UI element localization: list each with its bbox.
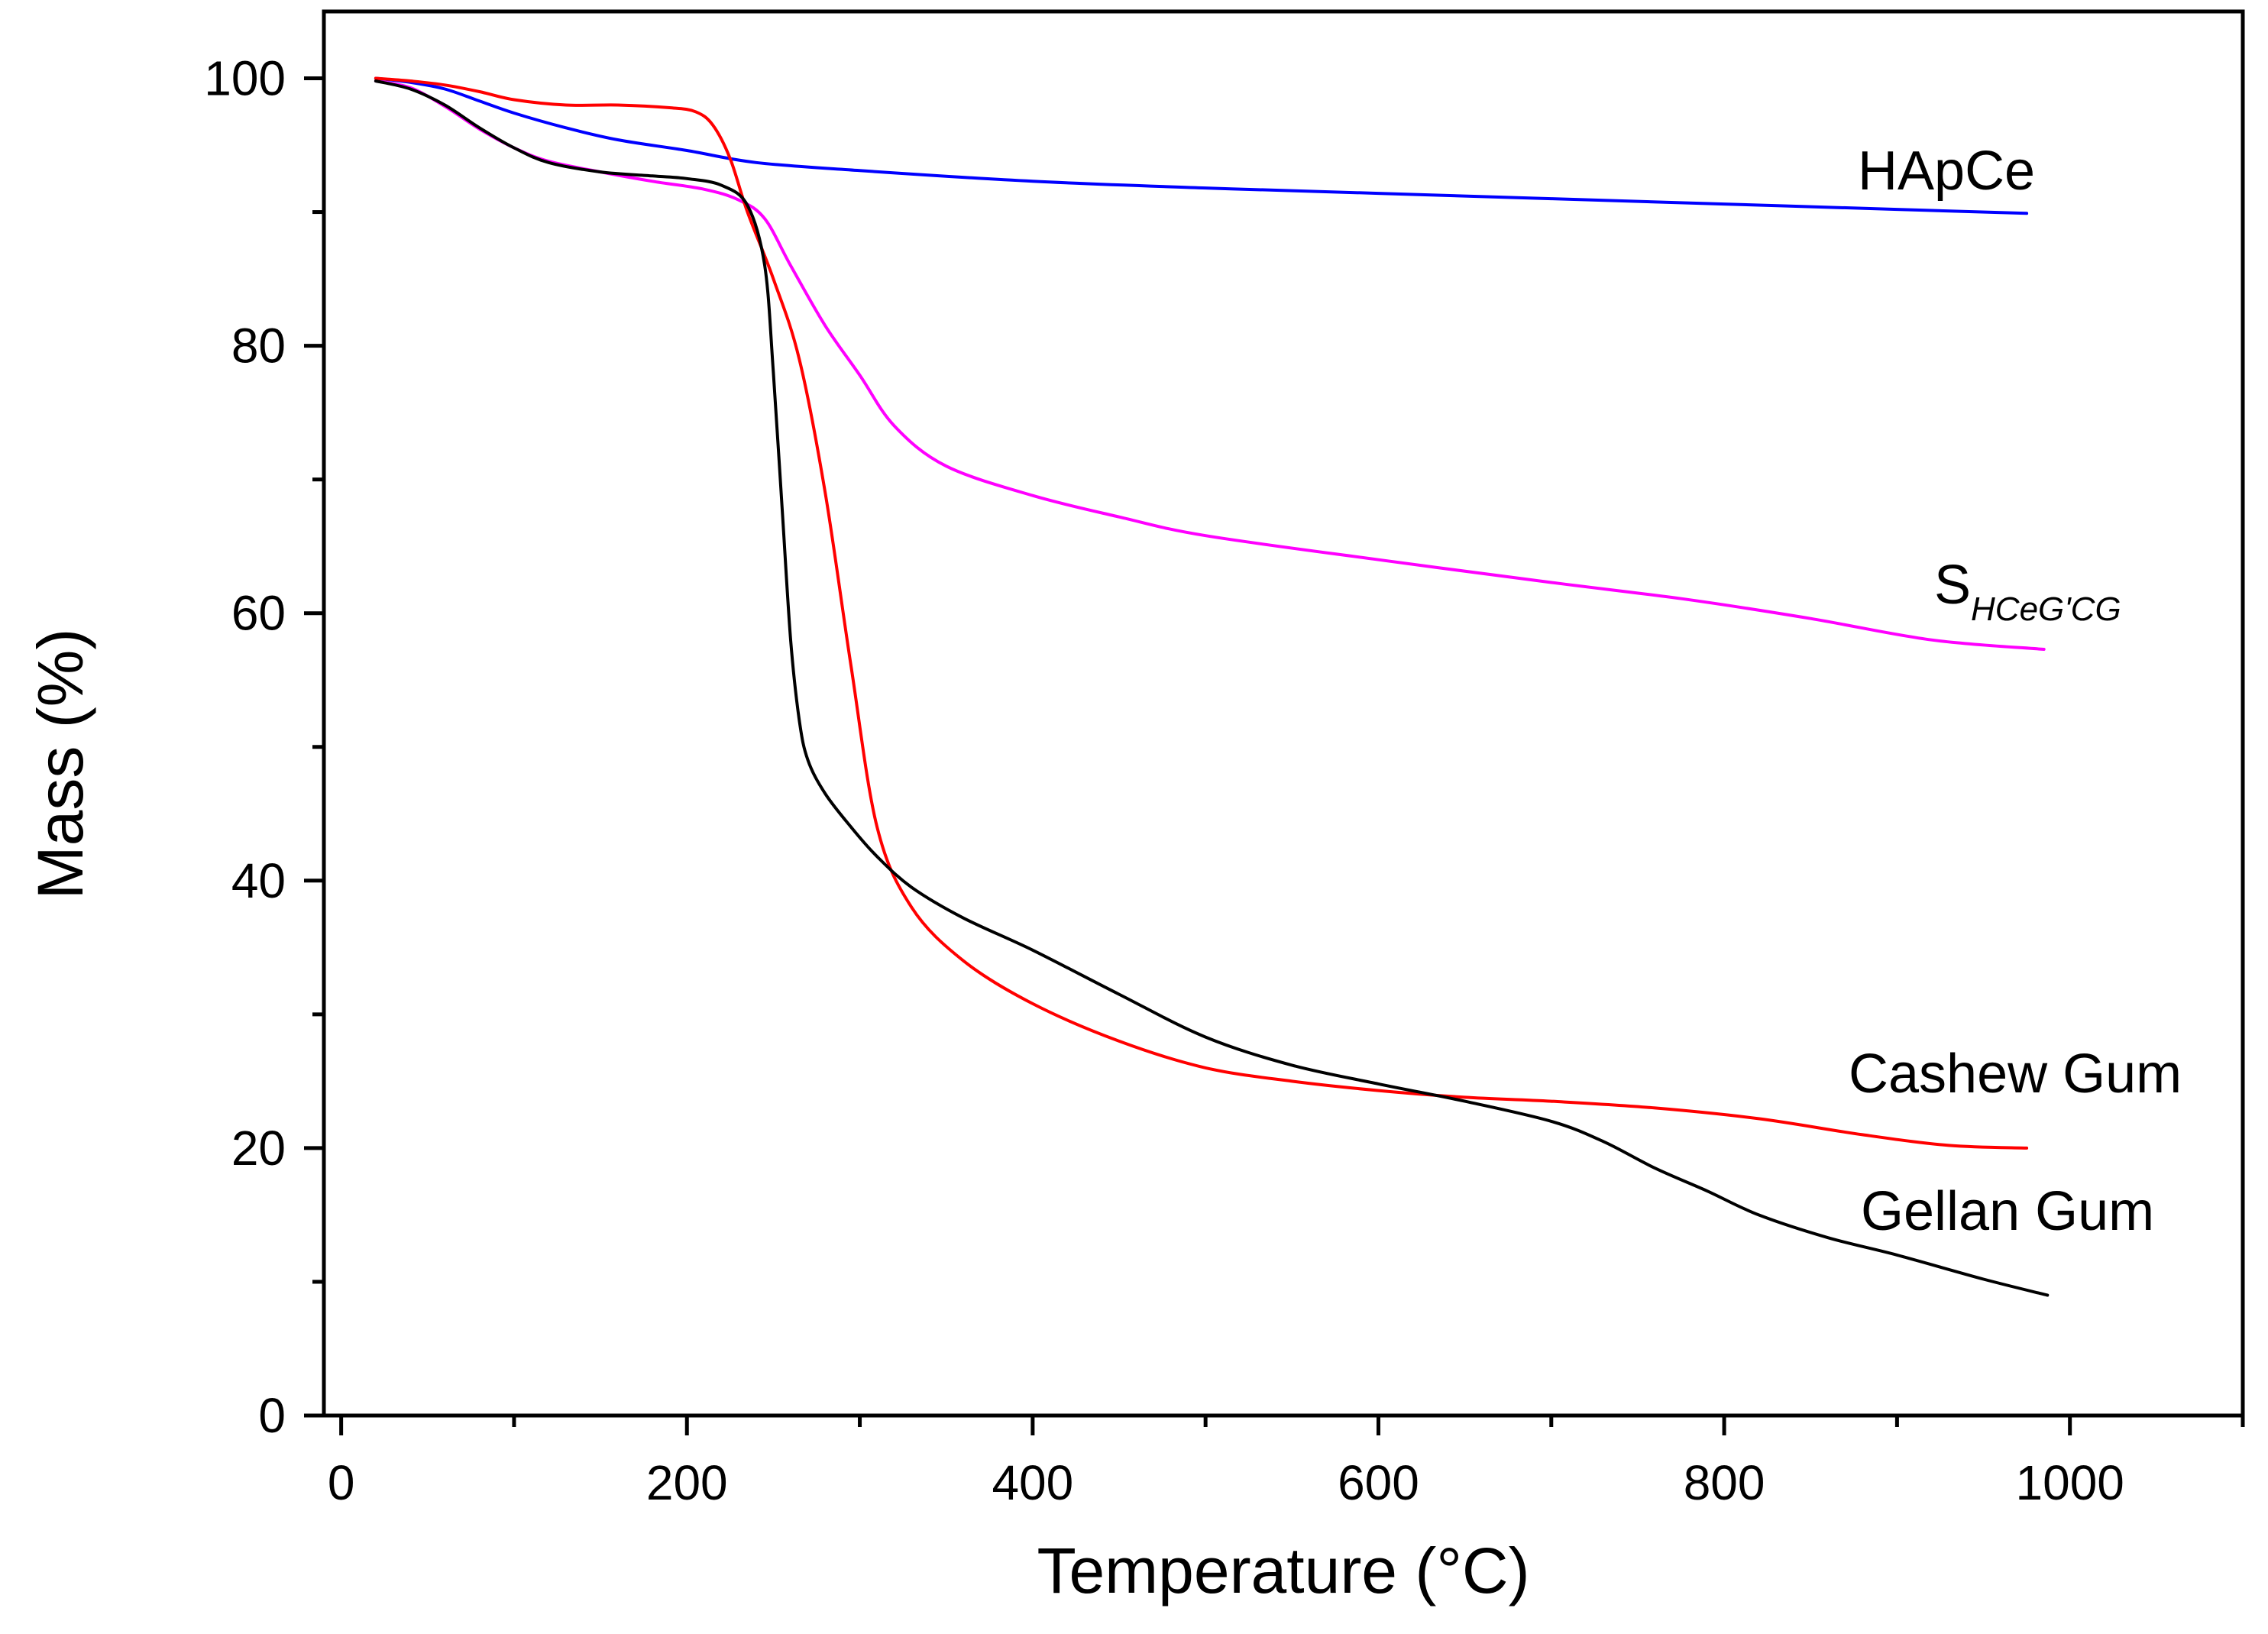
x-tick-label: 400 [992, 1455, 1073, 1510]
x-tick-label: 1000 [2016, 1455, 2124, 1510]
series-label-shcegcg: SHCeG'CG [1934, 555, 2121, 628]
y-tick-label: 60 [231, 586, 286, 641]
series-label-hapce: HApCe [1858, 141, 2035, 202]
y-tick-label: 80 [231, 319, 286, 374]
plot-frame [322, 9, 2245, 1418]
series-label-shcegcg-sub: HCeG'CG [1971, 591, 2121, 628]
x-axis-ticks: 0 200 400 600 800 1000 [328, 1416, 2245, 1510]
series-line-cashew-gum [374, 76, 2029, 1150]
series-label-shcegcg-main: S [1934, 555, 1971, 616]
y-tick-label: 100 [204, 51, 286, 106]
x-axis-title: Temperature (°C) [1037, 1535, 1529, 1606]
series-line-shceg-cg [374, 79, 2046, 651]
series-label-gellan-gum: Gellan Gum [1861, 1181, 2154, 1242]
x-tick-label: 200 [646, 1455, 728, 1510]
y-tick-label: 20 [231, 1121, 286, 1176]
x-tick-label: 600 [1338, 1455, 1419, 1510]
y-tick-label: 40 [231, 853, 286, 908]
x-tick-label: 0 [328, 1455, 355, 1510]
series-layer [374, 76, 2050, 1297]
series-label-cashew-gum: Cashew Gum [1849, 1043, 2182, 1105]
series-line-hapce [374, 76, 2029, 215]
y-axis-title: Mass (%) [24, 629, 96, 900]
y-axis-ticks: 0 20 40 60 80 100 [204, 51, 324, 1443]
series-line-gellan-gum [374, 79, 2050, 1297]
y-tick-label: 0 [258, 1388, 286, 1443]
x-tick-label: 800 [1684, 1455, 1765, 1510]
